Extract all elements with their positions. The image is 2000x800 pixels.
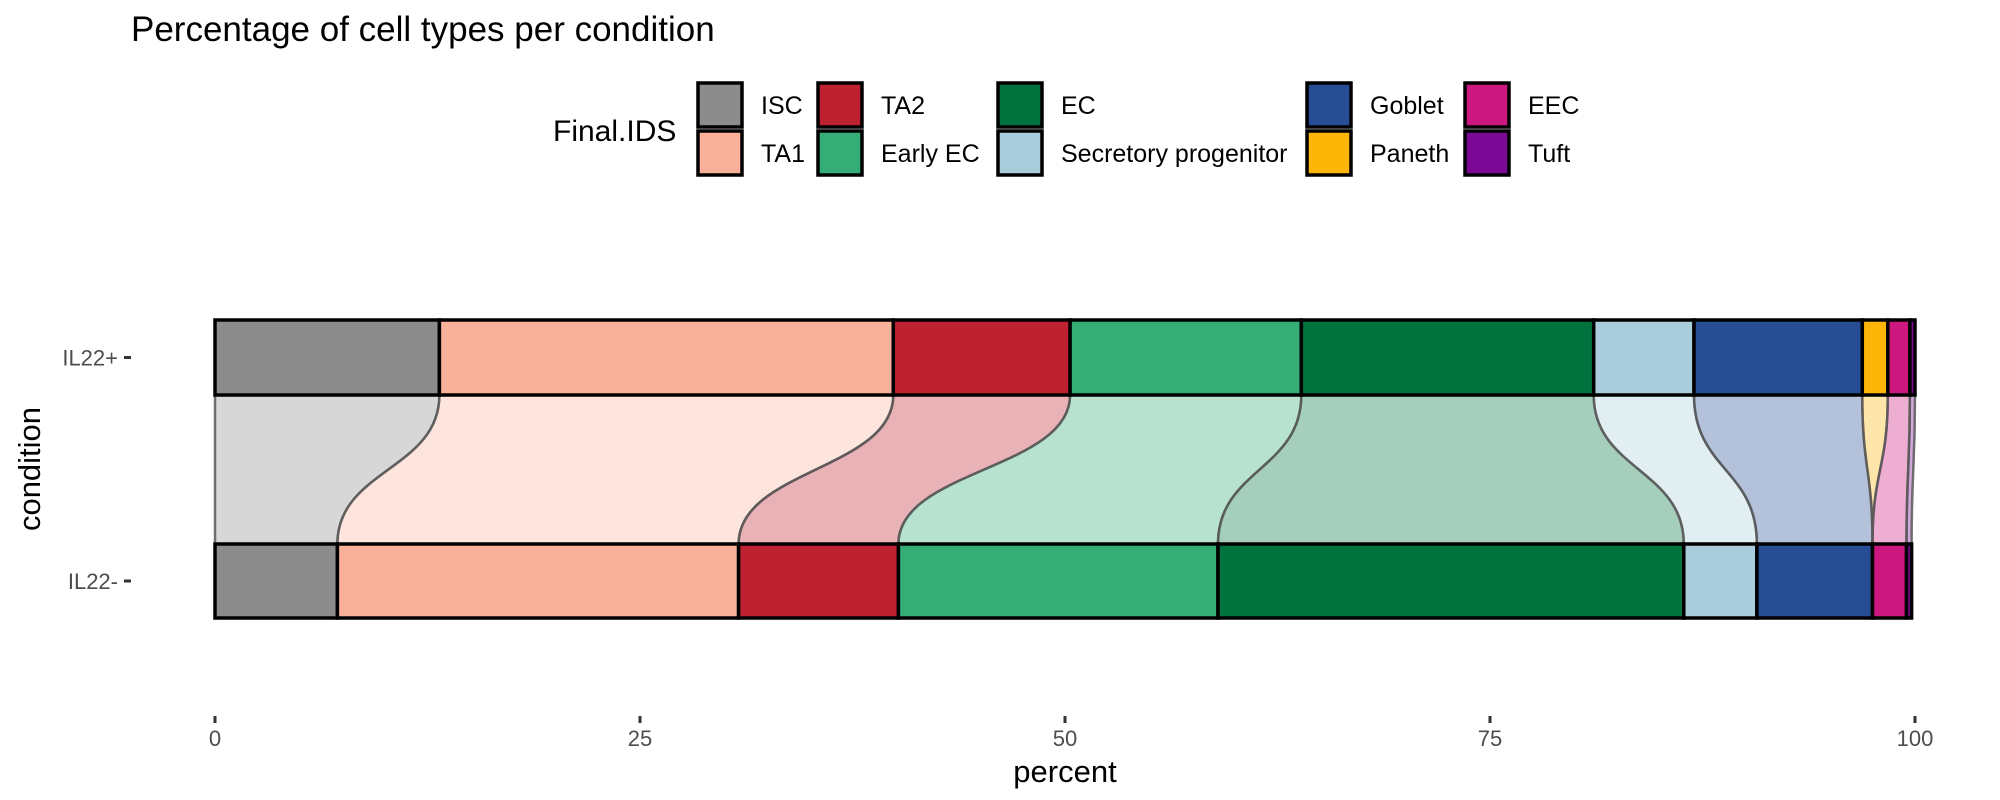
bar-segment-isc bbox=[213, 542, 340, 620]
y-tick-label: IL22+ bbox=[62, 346, 118, 371]
bar-segment-eec bbox=[1870, 542, 1909, 620]
legend-label: Paneth bbox=[1370, 140, 1449, 168]
legend-swatch-isc bbox=[696, 81, 744, 129]
y-tick-label: IL22- bbox=[68, 569, 118, 594]
x-tick-label: 25 bbox=[628, 726, 652, 751]
legend-label: ISC bbox=[761, 92, 803, 120]
legend-label: EC bbox=[1061, 92, 1096, 120]
legend-swatch-ec bbox=[996, 81, 1044, 129]
legend-swatch-eec bbox=[1463, 81, 1511, 129]
bar-segment-secretory-progenitor bbox=[1682, 542, 1759, 620]
x-tick-label: 50 bbox=[1053, 726, 1077, 751]
x-tick-label: 0 bbox=[209, 726, 221, 751]
y-axis: IL22+ IL22- bbox=[62, 346, 131, 594]
bar-segment-tuft bbox=[1904, 542, 1914, 620]
legend-label: TA1 bbox=[761, 140, 805, 168]
legend: Final.IDS ISC TA1 TA2 Early EC EC Secretory p… bbox=[553, 81, 1579, 177]
x-tick-label: 75 bbox=[1478, 726, 1502, 751]
x-axis: 0 25 50 75 100 bbox=[209, 716, 1933, 751]
legend-swatch-ta2 bbox=[816, 81, 864, 129]
legend-label: Early EC bbox=[881, 140, 980, 168]
alluvial-flows bbox=[213, 393, 1917, 546]
bar-segment-tuft bbox=[1908, 318, 1917, 397]
legend-label: Secretory progenitor bbox=[1061, 140, 1288, 168]
bar-segment-paneth bbox=[1860, 318, 1890, 397]
legend-swatch-goblet bbox=[1305, 81, 1353, 129]
legend-title: Final.IDS bbox=[553, 115, 676, 148]
legend-label: Tuft bbox=[1528, 140, 1570, 168]
bar-segment-secretory-progenitor bbox=[1591, 318, 1696, 397]
legend-swatch-early-ec bbox=[816, 129, 864, 177]
bar-segment-ec bbox=[1216, 542, 1686, 620]
y-axis-title: condition bbox=[12, 407, 47, 531]
legend-label: TA2 bbox=[881, 92, 925, 120]
bar-segment-ta2 bbox=[736, 542, 901, 620]
chart-title: Percentage of cell types per condition bbox=[131, 10, 715, 49]
bar-segment-ta1 bbox=[437, 318, 896, 397]
bar-segment-isc bbox=[213, 318, 442, 397]
x-tick-label: 100 bbox=[1897, 726, 1934, 751]
legend-label: EEC bbox=[1528, 92, 1579, 120]
bar-segment-goblet bbox=[1755, 542, 1875, 620]
bar-segment-ec bbox=[1299, 318, 1596, 397]
bar-segment-ta1 bbox=[335, 542, 741, 620]
bar-segment-early-ec bbox=[896, 542, 1220, 620]
bar-segment-eec bbox=[1886, 318, 1912, 397]
legend-swatch-tuft bbox=[1463, 129, 1511, 177]
bar-segment-ta2 bbox=[891, 318, 1072, 397]
x-axis-title: percent bbox=[1013, 754, 1117, 789]
bar-segment-goblet bbox=[1692, 318, 1865, 397]
legend-swatch-secretory-progenitor bbox=[996, 129, 1044, 177]
stacked-bars bbox=[213, 318, 1917, 620]
legend-swatch-ta1 bbox=[696, 129, 744, 177]
legend-swatch-paneth bbox=[1305, 129, 1353, 177]
bar-segment-early-ec bbox=[1068, 318, 1304, 397]
legend-label: Goblet bbox=[1370, 92, 1444, 120]
